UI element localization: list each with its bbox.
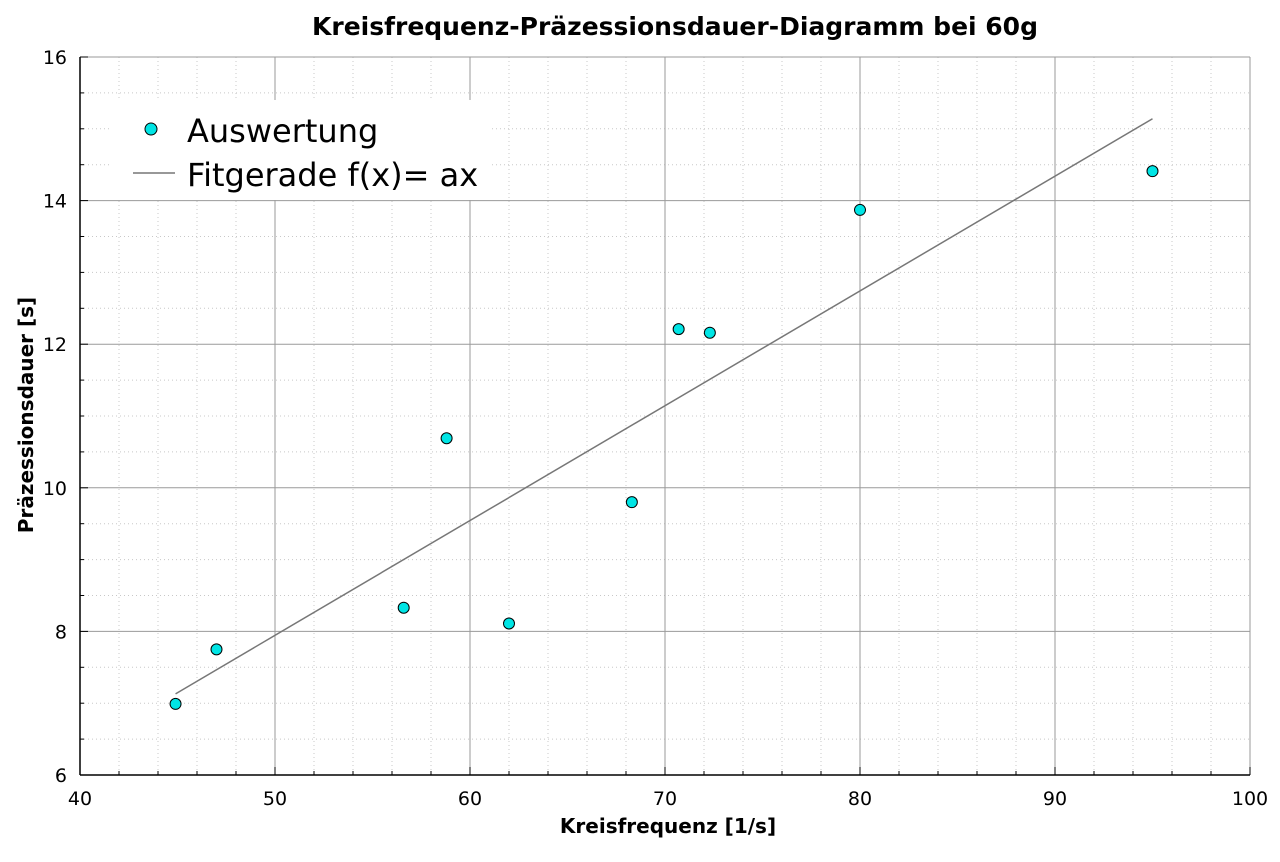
data-point: [440, 432, 453, 445]
fit-line-layer: [175, 118, 1153, 695]
data-point: [672, 323, 685, 336]
data-points-layer: [169, 165, 1159, 710]
legend-marker-scatter: [144, 122, 158, 136]
fit-line: [175, 118, 1153, 695]
y-tick-label: 10: [43, 478, 67, 500]
data-point: [397, 601, 410, 614]
x-tick-label: 60: [458, 788, 482, 810]
y-tick-label: 8: [55, 621, 67, 643]
y-tick-label: 16: [43, 47, 67, 69]
y-tick-label: 6: [55, 765, 67, 787]
data-point: [625, 496, 638, 509]
x-tick-label: 40: [68, 788, 92, 810]
y-tick-label: 12: [43, 334, 67, 356]
x-tick-label: 90: [1043, 788, 1067, 810]
major-grid: [80, 57, 1250, 775]
y-axis-ticks: 6 8 10 12 14 16: [43, 47, 88, 787]
data-point: [854, 203, 866, 216]
x-tick-label: 80: [848, 788, 872, 810]
legend-label-line: Fitgerade f(x)= ax: [187, 156, 478, 194]
y-axis-label: Präzessionsdauer [s]: [14, 297, 38, 533]
legend: Auswertung Fitgerade f(x)= ax: [112, 100, 490, 200]
data-point: [1146, 165, 1159, 178]
legend-background: [112, 100, 490, 200]
data-point: [703, 326, 716, 339]
x-axis-label: Kreisfrequenz [1/s]: [560, 814, 776, 838]
data-point: [210, 643, 223, 656]
y-tick-label: 14: [43, 191, 67, 213]
chart-title: Kreisfrequenz-Präzessionsdauer-Diagramm …: [312, 12, 1038, 41]
x-axis-ticks: 40 50 60 70 80 90 100: [68, 767, 1268, 810]
x-tick-label: 70: [653, 788, 677, 810]
data-point: [503, 617, 515, 630]
x-tick-label: 100: [1232, 788, 1268, 810]
legend-label-scatter: Auswertung: [187, 112, 378, 150]
x-tick-label: 50: [263, 788, 287, 810]
data-point: [169, 697, 182, 710]
